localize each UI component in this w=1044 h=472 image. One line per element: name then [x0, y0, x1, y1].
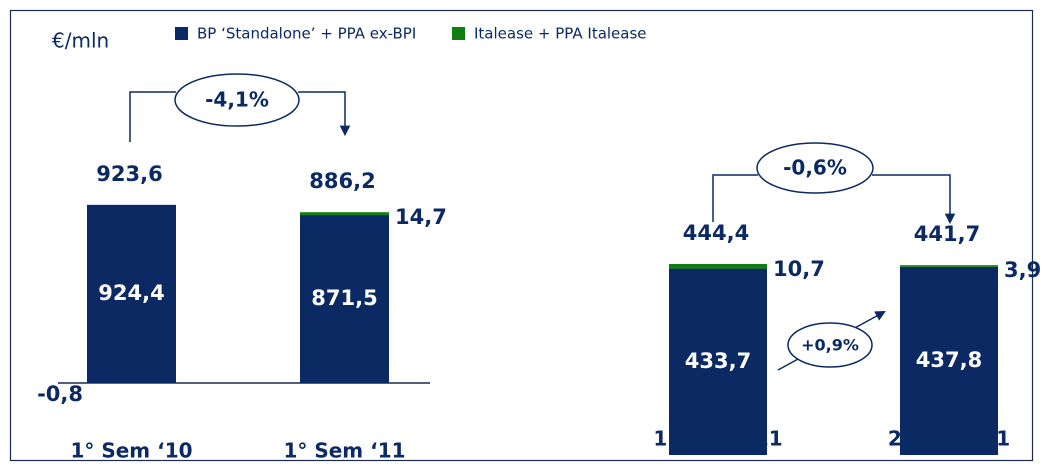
annotation: +0,9% — [801, 336, 859, 355]
total-label: 444,4 — [683, 221, 749, 245]
bracket — [129, 91, 176, 142]
value-label: 14,7 — [395, 205, 447, 229]
bracket-arrow — [298, 91, 351, 137]
frame — [9, 9, 1034, 462]
x-tick-label: 2° Trim ‘11 — [888, 427, 1010, 451]
bracket-arrow — [872, 174, 956, 225]
legend-swatch — [452, 27, 465, 40]
legend-label: BP ‘Standalone’ + PPA ex-BPI — [197, 25, 416, 43]
value-label: 437,8 — [916, 348, 982, 372]
legend-swatch — [175, 27, 188, 40]
bar-segment — [669, 264, 767, 269]
annotation-ellipse — [174, 73, 300, 127]
legend-label: Italease + PPA Italease — [474, 25, 647, 43]
bar-segment — [300, 212, 389, 216]
value-label: 871,5 — [311, 286, 377, 310]
bar-segment — [900, 265, 998, 267]
total-label: 923,6 — [96, 162, 162, 186]
bar-segment — [669, 268, 767, 455]
value-label: 10,7 — [773, 257, 825, 281]
x-tick-label: 1° Sem ‘11 — [283, 439, 405, 463]
bar-segment — [300, 215, 389, 383]
value-label: 924,4 — [98, 281, 164, 305]
bar-segment — [900, 266, 998, 455]
value-label: 3,9 — [1004, 258, 1041, 282]
annotation-ellipse — [787, 322, 873, 368]
value-label: -0,8 — [37, 382, 83, 406]
unit-label: €/mln — [52, 29, 109, 53]
x-tick-label: 1° Trim ‘11 — [653, 427, 782, 451]
bracket — [712, 174, 758, 222]
value-label: 433,7 — [685, 349, 751, 373]
total-label: 886,2 — [309, 169, 375, 193]
total-label: 441,7 — [914, 222, 980, 246]
bar-segment — [87, 204, 176, 383]
annotation: -0,6% — [783, 156, 847, 180]
annotation: -4,1% — [205, 88, 269, 112]
annotation-ellipse — [756, 142, 874, 194]
x-tick-label: 1° Sem ‘10 — [70, 439, 192, 463]
